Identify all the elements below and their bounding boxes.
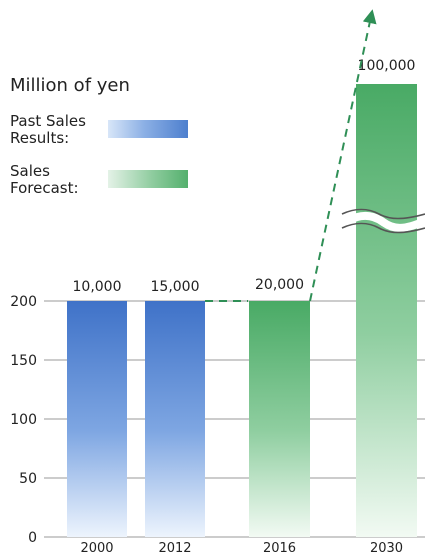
x-tick-label-2030: 2030	[370, 541, 403, 555]
bar-value-label-2000: 10,000	[73, 279, 122, 295]
x-tick-label-2012: 2012	[158, 541, 191, 555]
legend-label-past-sales: Past Sales Results:	[10, 112, 86, 148]
y-axis-title: Million of yen	[10, 75, 130, 96]
bar-2030	[356, 84, 417, 537]
y-tick-label: 150	[10, 353, 37, 369]
legend-swatch-past-sales	[108, 120, 188, 138]
legend-item-past-sales: Past Sales Results:	[10, 112, 200, 153]
legend-item-sales-forecast: Sales Forecast:	[10, 162, 200, 203]
legend-swatch-sales-forecast	[108, 170, 188, 188]
y-tick-label: 100	[10, 412, 37, 428]
y-tick-label: 50	[19, 471, 37, 487]
bar-value-label-2030: 100,000	[358, 58, 416, 74]
bar-2000	[67, 301, 127, 537]
x-tick-label-2016: 2016	[263, 541, 296, 555]
legend-label-sales-forecast: Sales Forecast:	[10, 162, 79, 198]
y-axis: 0 50 100 150 200	[10, 294, 37, 546]
bar-2016	[249, 301, 310, 537]
forecast-trend	[205, 9, 377, 302]
bar-value-label-2016: 20,000	[255, 277, 304, 293]
y-tick-label: 0	[28, 530, 37, 546]
bar-2012	[145, 301, 205, 537]
bars	[67, 84, 425, 537]
axis-break-mark-top	[341, 208, 425, 220]
axis-break-mask	[344, 211, 425, 232]
axis-break-mark-bottom	[341, 222, 425, 234]
data-labels: 10,000 2000 15,000 2012 20,000 2016 100,000 203…	[73, 58, 416, 555]
x-tick-label-2000: 2000	[80, 541, 113, 555]
bar-value-label-2012: 15,000	[151, 279, 200, 295]
y-tick-label: 200	[10, 294, 37, 310]
trend-line-forecast	[309, 9, 377, 302]
